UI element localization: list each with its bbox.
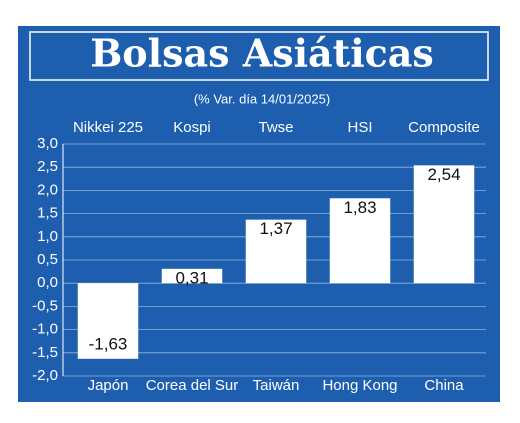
value-label: -1,63 — [89, 334, 128, 353]
title-box — [29, 31, 489, 81]
y-tick-label: 3,0 — [37, 135, 58, 152]
value-label: 2,54 — [427, 165, 460, 184]
y-tick-label: 0,0 — [37, 274, 58, 291]
x-tick-label: Corea del Sur — [146, 377, 239, 394]
index-label: Composite — [408, 119, 480, 136]
index-label: Kospi — [173, 119, 211, 136]
chart-title: Bolsas Asiáticas — [90, 31, 434, 76]
y-tick-label: -0,5 — [32, 297, 58, 314]
y-tick-label: -1,0 — [32, 321, 58, 338]
index-label: Nikkei 225 — [73, 119, 143, 136]
value-label: 0,31 — [175, 268, 208, 287]
bar — [413, 165, 475, 284]
y-tick-label: 2,0 — [37, 181, 58, 198]
y-tick-label: 1,0 — [37, 228, 58, 245]
y-tick-label: -1,5 — [32, 344, 58, 361]
index-label: Twse — [258, 119, 293, 136]
value-label: 1,83 — [343, 198, 376, 217]
bar — [329, 198, 391, 284]
x-tick-label: Japón — [88, 377, 129, 394]
value-label: 1,37 — [259, 219, 292, 238]
y-tick-label: 1,5 — [37, 205, 58, 222]
bar — [161, 268, 223, 284]
bar — [245, 219, 307, 284]
x-tick-label: Hong Kong — [322, 377, 397, 394]
y-tick-label: 2,5 — [37, 158, 58, 175]
bar — [77, 283, 139, 359]
x-tick-label: Taiwán — [253, 377, 300, 394]
chart-subtitle: (% Var. día 14/01/2025) — [194, 91, 330, 106]
y-tick-label: 0,5 — [37, 251, 58, 268]
index-label: HSI — [347, 119, 372, 136]
x-tick-label: China — [424, 377, 464, 394]
y-tick-label: -2,0 — [32, 367, 58, 384]
